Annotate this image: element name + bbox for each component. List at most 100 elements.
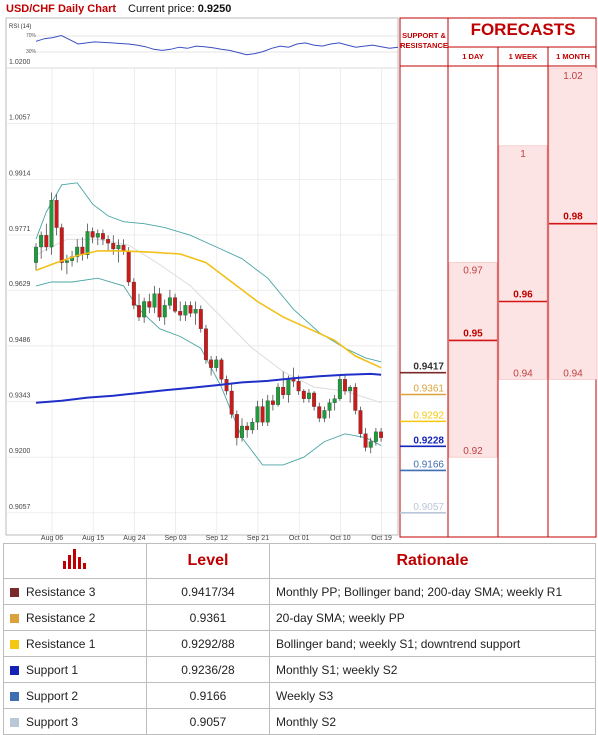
- support-3-swatch: [10, 717, 19, 727]
- candle-body: [178, 311, 183, 316]
- support-resistance-header: SUPPORT & RESISTANCE: [400, 31, 448, 50]
- candle-body: [240, 425, 244, 438]
- forecast-col-1-day: 1 DAY: [462, 52, 484, 61]
- candle-body: [296, 381, 301, 392]
- candle-body: [291, 379, 296, 382]
- candle-body: [301, 390, 306, 399]
- candle-body: [250, 421, 255, 431]
- candle-body: [85, 231, 90, 255]
- candle-body: [157, 293, 162, 318]
- resistance-2-swatch: [10, 613, 19, 623]
- candle-body: [44, 235, 49, 248]
- candle-body: [75, 246, 80, 257]
- candle-body: [332, 398, 337, 403]
- candle-body: [147, 301, 152, 308]
- candle-body: [90, 231, 95, 238]
- y-tick-label: 1.0057: [9, 115, 31, 122]
- candle-body: [348, 386, 353, 392]
- rationale-header: Rationale: [269, 543, 596, 579]
- chart-title-bar: USD/CHF Daily Chart Current price: 0.925…: [0, 0, 400, 18]
- candle-body: [59, 227, 64, 263]
- candle-body: [167, 297, 172, 306]
- forecast-high-label: 0.97: [463, 266, 483, 277]
- candle-body: [379, 431, 383, 438]
- candle-body: [265, 400, 270, 423]
- forecast-mid-label: 0.98: [563, 212, 583, 223]
- table-row: Resistance 1 0.9292/88 Bollinger band; w…: [3, 630, 596, 657]
- candle-body: [142, 301, 147, 318]
- forecast-range-box: [448, 262, 498, 458]
- candle-body: [312, 392, 317, 407]
- rsi-tick-70: 70%: [26, 33, 37, 39]
- candle-body: [327, 402, 332, 411]
- resistance-3-swatch: [10, 587, 19, 597]
- level-header: Level: [146, 543, 270, 579]
- table-row: Support 3 0.9057 Monthly S2: [3, 708, 596, 735]
- sr-level-tag: 0.9166: [413, 459, 444, 470]
- forecast-range-box: [498, 145, 548, 380]
- candle-body: [198, 309, 203, 329]
- candle-body: [121, 244, 126, 252]
- x-tick-label: Oct 19: [371, 535, 392, 542]
- candle-body: [162, 305, 167, 318]
- bar-chart-icon: [63, 548, 87, 569]
- support-2-swatch: [10, 691, 19, 701]
- candle-body: [306, 392, 311, 399]
- forecast-low-label: 0.92: [463, 446, 483, 457]
- candle-body: [126, 250, 131, 283]
- candle-body: [363, 433, 368, 448]
- candle-body: [286, 379, 291, 396]
- x-tick-label: Aug 24: [123, 535, 145, 542]
- x-tick-label: Oct 01: [289, 535, 310, 542]
- candle-body: [234, 414, 239, 438]
- chart-title: USD/CHF Daily Chart: [6, 3, 117, 15]
- candle-body: [173, 297, 177, 312]
- forecast-high-label: 1: [520, 149, 526, 160]
- x-tick-label: Sep 21: [247, 535, 269, 542]
- candle-body: [255, 406, 260, 423]
- y-tick-label: 0.9771: [9, 226, 31, 233]
- candle-body: [131, 281, 136, 306]
- x-tick-label: Sep 03: [165, 535, 187, 542]
- candle-body: [343, 379, 347, 392]
- y-tick-label: 0.9486: [9, 337, 31, 344]
- candle-body: [214, 359, 219, 368]
- candle-body: [188, 305, 193, 314]
- candle-body: [209, 359, 214, 368]
- forecast-low-label: 0.94: [513, 368, 533, 379]
- candle-body: [152, 293, 157, 308]
- table-row: Resistance 2 0.9361 20-day SMA; weekly P…: [3, 604, 596, 631]
- sr-level-tag: 0.9361: [413, 384, 444, 395]
- support-1-swatch: [10, 665, 19, 675]
- y-tick-label: 0.9200: [9, 448, 31, 455]
- table-row: Support 2 0.9166 Weekly S3: [3, 682, 596, 709]
- candle-body: [116, 244, 121, 250]
- current-price: Current price: 0.9250: [128, 3, 232, 15]
- sma200-line: [35, 372, 382, 404]
- candle-body: [373, 431, 378, 442]
- forecast-col-1-week: 1 WEEK: [508, 52, 538, 61]
- candle-body: [95, 233, 100, 238]
- table-row: Support 1 0.9236/28 Monthly S1; weekly S…: [3, 656, 596, 683]
- candle-body: [317, 406, 322, 419]
- candle-body: [276, 386, 280, 405]
- sr-level-tag: 0.9228: [413, 435, 444, 446]
- sr-level-tag: 0.9292: [413, 410, 444, 421]
- forecast-mid-label: 0.95: [463, 328, 483, 339]
- x-tick-label: Oct 10: [330, 535, 351, 542]
- candle-body: [39, 235, 44, 248]
- levels-table-header: Level Rationale: [3, 543, 596, 579]
- rsi-tick-30: 30%: [26, 49, 37, 55]
- candle-body: [229, 390, 234, 415]
- candle-body: [353, 386, 358, 411]
- x-tick-label: Aug 06: [41, 535, 63, 542]
- support-resistance-panel: [399, 17, 449, 538]
- forecast-low-label: 0.94: [563, 368, 583, 379]
- candle-body: [358, 410, 363, 434]
- chart-area: RSI (14) 70% 30% 1.0200 1.0057 0.9914 0.9771 0.…: [5, 17, 598, 542]
- candle-body: [49, 200, 54, 248]
- candle-body: [193, 309, 198, 314]
- forecast-high-label: 1.02: [563, 71, 583, 82]
- candle-body: [106, 239, 111, 244]
- candle-body: [368, 441, 373, 448]
